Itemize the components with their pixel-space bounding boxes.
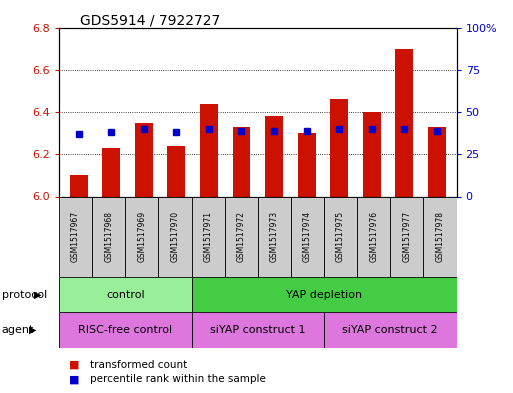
Text: GSM1517971: GSM1517971 <box>204 211 212 262</box>
Bar <box>200 103 218 196</box>
Bar <box>225 196 258 277</box>
Text: siYAP construct 2: siYAP construct 2 <box>343 325 438 335</box>
Text: YAP depletion: YAP depletion <box>286 290 362 300</box>
Text: ▶: ▶ <box>34 290 42 300</box>
Text: GSM1517976: GSM1517976 <box>369 211 378 263</box>
Bar <box>92 196 125 277</box>
Bar <box>59 277 191 312</box>
Bar <box>159 196 191 277</box>
Bar <box>191 312 324 348</box>
Bar <box>232 127 250 196</box>
Text: RISC-free control: RISC-free control <box>78 325 172 335</box>
Text: GSM1517970: GSM1517970 <box>170 211 180 263</box>
Bar <box>191 196 225 277</box>
Text: GSM1517977: GSM1517977 <box>402 211 411 263</box>
Text: protocol: protocol <box>2 290 47 300</box>
Text: ■: ■ <box>69 360 80 370</box>
Text: GSM1517967: GSM1517967 <box>71 211 80 263</box>
Bar <box>428 127 446 196</box>
Bar <box>291 196 324 277</box>
Bar <box>59 196 92 277</box>
Bar <box>423 196 457 277</box>
Text: GSM1517978: GSM1517978 <box>436 211 444 262</box>
Text: GSM1517972: GSM1517972 <box>236 211 246 262</box>
Text: GSM1517968: GSM1517968 <box>104 211 113 262</box>
Bar <box>396 49 413 196</box>
Bar <box>298 133 315 196</box>
Text: GSM1517973: GSM1517973 <box>270 211 279 263</box>
Bar <box>258 196 291 277</box>
Text: transformed count: transformed count <box>90 360 187 370</box>
Bar <box>357 196 390 277</box>
Text: GDS5914 / 7922727: GDS5914 / 7922727 <box>80 14 220 28</box>
Text: GSM1517975: GSM1517975 <box>336 211 345 263</box>
Bar <box>363 112 381 196</box>
Bar <box>191 277 457 312</box>
Text: ▶: ▶ <box>29 325 36 335</box>
Bar <box>125 196 159 277</box>
Bar <box>324 196 357 277</box>
Bar <box>390 196 423 277</box>
Bar <box>265 116 283 196</box>
Bar <box>59 312 191 348</box>
Text: GSM1517969: GSM1517969 <box>137 211 146 263</box>
Text: agent: agent <box>2 325 34 335</box>
Bar <box>324 312 457 348</box>
Text: GSM1517974: GSM1517974 <box>303 211 312 263</box>
Text: percentile rank within the sample: percentile rank within the sample <box>90 374 266 384</box>
Bar <box>330 99 348 196</box>
Text: ■: ■ <box>69 374 80 384</box>
Text: siYAP construct 1: siYAP construct 1 <box>210 325 306 335</box>
Text: control: control <box>106 290 145 300</box>
Bar <box>102 148 120 196</box>
Bar <box>70 175 88 196</box>
Bar <box>135 123 153 196</box>
Bar <box>167 146 185 196</box>
